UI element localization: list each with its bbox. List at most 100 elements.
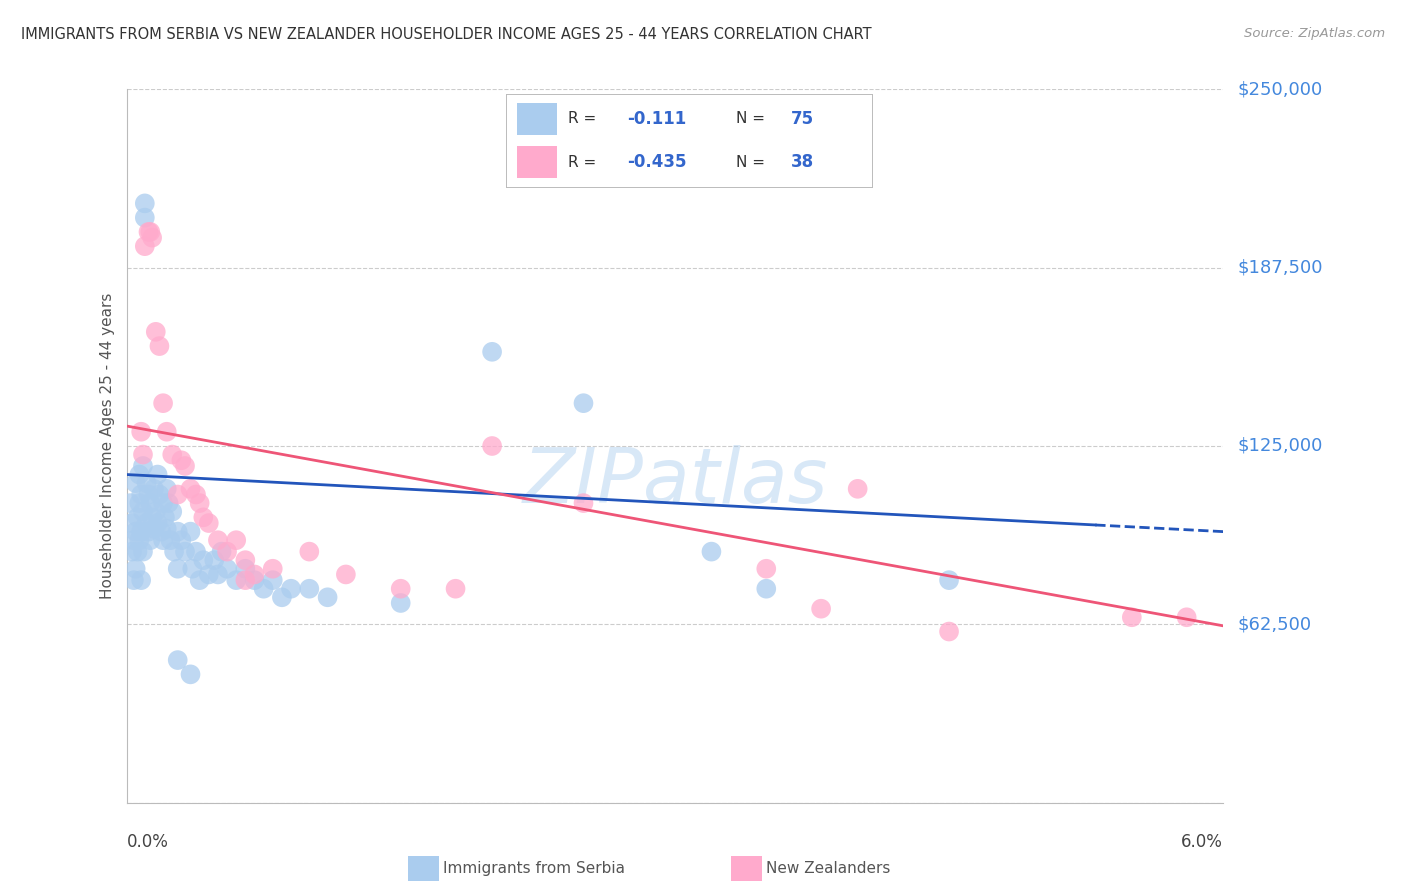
New Zealanders xyxy=(298,544,321,558)
Y-axis label: Householder Income Ages 25 - 44 years: Householder Income Ages 25 - 44 years xyxy=(100,293,115,599)
New Zealanders xyxy=(243,567,266,582)
New Zealanders xyxy=(184,487,207,501)
Immigrants from Serbia xyxy=(160,505,183,519)
Immigrants from Serbia xyxy=(134,196,156,211)
Immigrants from Serbia xyxy=(127,510,149,524)
Immigrants from Serbia xyxy=(298,582,321,596)
New Zealanders xyxy=(755,562,778,576)
Immigrants from Serbia xyxy=(124,524,148,539)
Immigrants from Serbia xyxy=(132,458,155,473)
Immigrants from Serbia xyxy=(262,573,284,587)
New Zealanders xyxy=(148,339,170,353)
New Zealanders xyxy=(132,448,155,462)
Immigrants from Serbia xyxy=(163,544,186,558)
Immigrants from Serbia xyxy=(124,562,148,576)
Immigrants from Serbia xyxy=(139,496,162,510)
Immigrants from Serbia xyxy=(202,553,225,567)
Text: N =: N = xyxy=(737,154,770,169)
New Zealanders xyxy=(572,496,595,510)
New Zealanders xyxy=(166,487,188,501)
Immigrants from Serbia xyxy=(166,653,188,667)
Immigrants from Serbia xyxy=(121,544,143,558)
Immigrants from Serbia xyxy=(146,467,169,482)
Immigrants from Serbia xyxy=(316,591,339,605)
New Zealanders xyxy=(179,482,202,496)
Immigrants from Serbia xyxy=(156,482,179,496)
New Zealanders xyxy=(1175,610,1198,624)
Immigrants from Serbia xyxy=(280,582,302,596)
New Zealanders xyxy=(188,496,211,510)
Text: Immigrants from Serbia: Immigrants from Serbia xyxy=(443,862,624,876)
Text: IMMIGRANTS FROM SERBIA VS NEW ZEALANDER HOUSEHOLDER INCOME AGES 25 - 44 YEARS CO: IMMIGRANTS FROM SERBIA VS NEW ZEALANDER … xyxy=(21,27,872,42)
Immigrants from Serbia xyxy=(153,510,176,524)
Immigrants from Serbia xyxy=(122,573,145,587)
Immigrants from Serbia xyxy=(129,573,152,587)
Immigrants from Serbia xyxy=(124,476,148,491)
Immigrants from Serbia xyxy=(148,487,170,501)
New Zealanders xyxy=(335,567,357,582)
New Zealanders xyxy=(389,582,412,596)
Immigrants from Serbia xyxy=(217,562,239,576)
Text: N =: N = xyxy=(737,112,770,127)
Immigrants from Serbia xyxy=(121,516,143,530)
Immigrants from Serbia xyxy=(572,396,595,410)
New Zealanders xyxy=(139,225,162,239)
Immigrants from Serbia xyxy=(188,573,211,587)
Immigrants from Serbia xyxy=(139,533,162,548)
Immigrants from Serbia xyxy=(129,524,152,539)
Immigrants from Serbia xyxy=(179,524,202,539)
Immigrants from Serbia xyxy=(145,505,167,519)
Immigrants from Serbia xyxy=(141,510,163,524)
Immigrants from Serbia xyxy=(700,544,723,558)
Immigrants from Serbia xyxy=(193,553,215,567)
Immigrants from Serbia xyxy=(170,533,193,548)
Immigrants from Serbia xyxy=(128,533,150,548)
New Zealanders xyxy=(129,425,152,439)
Text: 0.0%: 0.0% xyxy=(127,833,169,851)
Immigrants from Serbia xyxy=(143,522,166,536)
Immigrants from Serbia xyxy=(166,524,188,539)
New Zealanders xyxy=(262,562,284,576)
Immigrants from Serbia xyxy=(197,567,219,582)
Immigrants from Serbia xyxy=(159,533,181,548)
New Zealanders xyxy=(233,553,256,567)
New Zealanders xyxy=(170,453,193,467)
Immigrants from Serbia xyxy=(181,562,204,576)
New Zealanders xyxy=(197,516,219,530)
Immigrants from Serbia xyxy=(134,211,156,225)
Immigrants from Serbia xyxy=(211,544,233,558)
Immigrants from Serbia xyxy=(143,482,166,496)
Immigrants from Serbia xyxy=(138,524,160,539)
Text: 75: 75 xyxy=(792,110,814,128)
Immigrants from Serbia xyxy=(132,505,155,519)
New Zealanders xyxy=(810,601,832,615)
New Zealanders xyxy=(846,482,869,496)
Immigrants from Serbia xyxy=(138,487,160,501)
Bar xyxy=(517,103,557,135)
Immigrants from Serbia xyxy=(179,667,202,681)
New Zealanders xyxy=(225,533,247,548)
New Zealanders xyxy=(481,439,503,453)
New Zealanders xyxy=(160,448,183,462)
New Zealanders xyxy=(444,582,467,596)
New Zealanders xyxy=(156,425,179,439)
Immigrants from Serbia xyxy=(166,562,188,576)
Immigrants from Serbia xyxy=(127,544,149,558)
Immigrants from Serbia xyxy=(122,533,145,548)
New Zealanders xyxy=(217,544,239,558)
Immigrants from Serbia xyxy=(132,544,155,558)
Text: ZIPatlas: ZIPatlas xyxy=(522,445,828,518)
Text: Source: ZipAtlas.com: Source: ZipAtlas.com xyxy=(1244,27,1385,40)
Immigrants from Serbia xyxy=(156,522,179,536)
Immigrants from Serbia xyxy=(128,496,150,510)
Text: -0.111: -0.111 xyxy=(627,110,686,128)
Text: R =: R = xyxy=(568,112,602,127)
Immigrants from Serbia xyxy=(664,139,686,153)
Immigrants from Serbia xyxy=(174,544,197,558)
New Zealanders xyxy=(193,510,215,524)
Immigrants from Serbia xyxy=(938,573,960,587)
Immigrants from Serbia xyxy=(128,467,150,482)
Text: 6.0%: 6.0% xyxy=(1181,833,1223,851)
Immigrants from Serbia xyxy=(481,344,503,359)
Bar xyxy=(517,146,557,178)
